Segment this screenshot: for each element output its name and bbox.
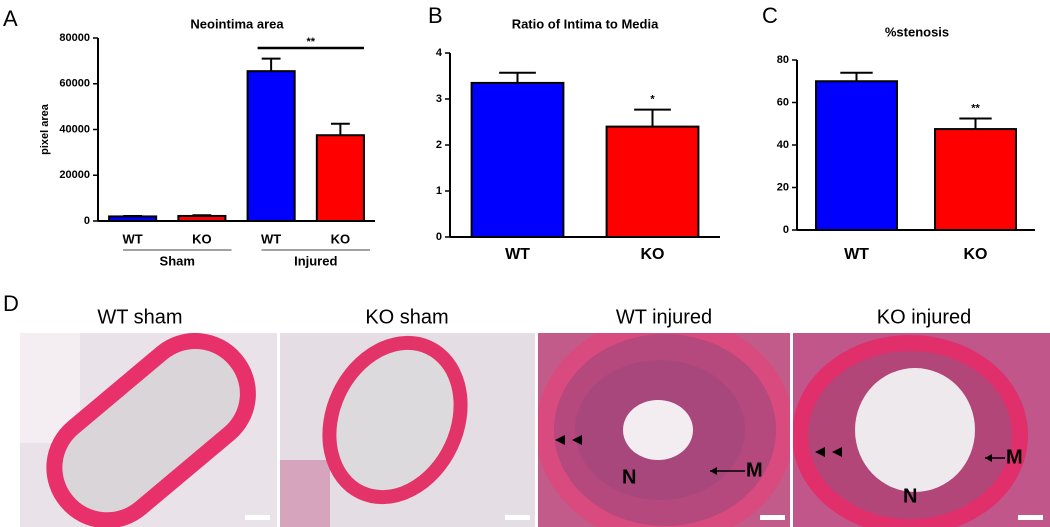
y-tick-label: 20000 [59, 169, 90, 181]
y-tick-label: 1 [436, 185, 442, 197]
micrograph: N M [793, 333, 1050, 527]
x-tick-label: WT [844, 246, 869, 263]
y-tick-label: 4 [436, 47, 443, 59]
y-axis-label: pixel area [39, 103, 51, 155]
annotation: M [1006, 446, 1023, 468]
bar [815, 80, 898, 231]
bar [246, 70, 296, 222]
x-tick-label: KO [641, 246, 665, 263]
y-tick-label: 0 [84, 215, 90, 227]
micrograph [20, 333, 277, 527]
x-tick-label: KO [192, 231, 212, 246]
micrograph [280, 333, 535, 527]
y-tick-label: 40000 [59, 123, 90, 135]
y-tick-label: 2 [436, 139, 442, 151]
image-title: KO injured [877, 306, 972, 328]
panel-label: B [428, 3, 443, 28]
x-tick-label: WT [123, 231, 143, 246]
panel-label: C [762, 3, 778, 28]
annotation: N [903, 485, 917, 507]
image-title: WT injured [616, 306, 712, 328]
y-tick-label: 40 [777, 139, 789, 151]
image-title: WT sham [97, 306, 182, 328]
chart-title: %stenosis [885, 24, 949, 39]
x-tick-label: KO [331, 231, 351, 246]
panel-label: D [3, 291, 19, 316]
x-tick-label: WT [261, 231, 281, 246]
annotation: N [622, 466, 636, 488]
x-tick-label: KO [964, 246, 988, 263]
bar [470, 81, 565, 239]
x-tick-label: WT [505, 246, 530, 263]
chart-title: Ratio of Intima to Media [512, 16, 659, 31]
bar [315, 134, 365, 222]
group-label: Injured [294, 253, 337, 268]
group-label: Sham [160, 253, 195, 268]
y-tick-label: 0 [783, 224, 789, 236]
y-tick-label: 80 [777, 54, 789, 66]
y-tick-label: 20 [777, 181, 789, 193]
bar [108, 215, 158, 223]
significance: ** [306, 36, 315, 48]
panel-label: A [3, 6, 18, 31]
y-tick-label: 60 [777, 96, 789, 108]
image-title: KO sham [365, 306, 448, 328]
y-tick-label: 80000 [59, 32, 90, 44]
significance: ** [971, 102, 980, 114]
bar [177, 214, 227, 222]
y-tick-label: 3 [436, 93, 442, 105]
bar [934, 128, 1017, 231]
y-tick-label: 0 [436, 231, 442, 243]
annotation: M [746, 459, 763, 481]
chart-title: Neointima area [190, 16, 284, 31]
micrograph: N M [538, 333, 790, 527]
significance: * [650, 93, 655, 105]
y-tick-label: 60000 [59, 78, 90, 90]
bar [605, 125, 700, 238]
